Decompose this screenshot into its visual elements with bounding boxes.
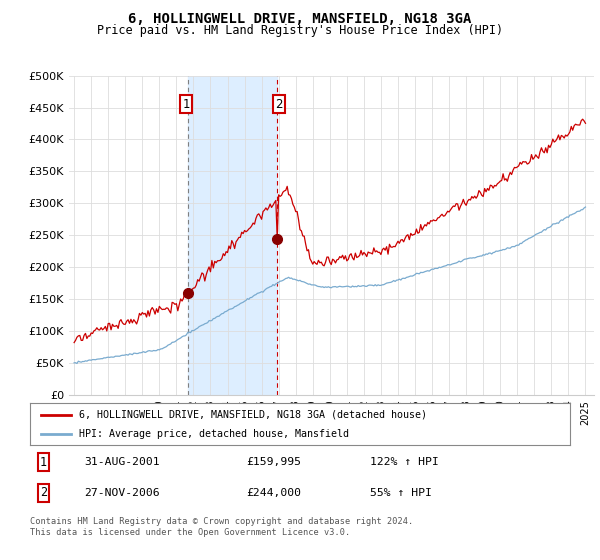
Text: 27-NOV-2006: 27-NOV-2006 — [84, 488, 160, 498]
Text: 55% ↑ HPI: 55% ↑ HPI — [370, 488, 432, 498]
Text: 6, HOLLINGWELL DRIVE, MANSFIELD, NG18 3GA (detached house): 6, HOLLINGWELL DRIVE, MANSFIELD, NG18 3G… — [79, 409, 427, 419]
Text: 2: 2 — [40, 487, 47, 500]
Text: £159,995: £159,995 — [246, 457, 301, 467]
Text: 122% ↑ HPI: 122% ↑ HPI — [370, 457, 439, 467]
Text: 1: 1 — [40, 456, 47, 469]
Text: 1: 1 — [182, 98, 190, 111]
Text: 6, HOLLINGWELL DRIVE, MANSFIELD, NG18 3GA: 6, HOLLINGWELL DRIVE, MANSFIELD, NG18 3G… — [128, 12, 472, 26]
Text: 31-AUG-2001: 31-AUG-2001 — [84, 457, 160, 467]
Bar — [188, 76, 277, 395]
Text: £244,000: £244,000 — [246, 488, 301, 498]
Text: HPI: Average price, detached house, Mansfield: HPI: Average price, detached house, Mans… — [79, 429, 349, 439]
Text: Contains HM Land Registry data © Crown copyright and database right 2024.
This d: Contains HM Land Registry data © Crown c… — [30, 517, 413, 537]
Text: Price paid vs. HM Land Registry's House Price Index (HPI): Price paid vs. HM Land Registry's House … — [97, 24, 503, 36]
Text: 2: 2 — [275, 98, 283, 111]
